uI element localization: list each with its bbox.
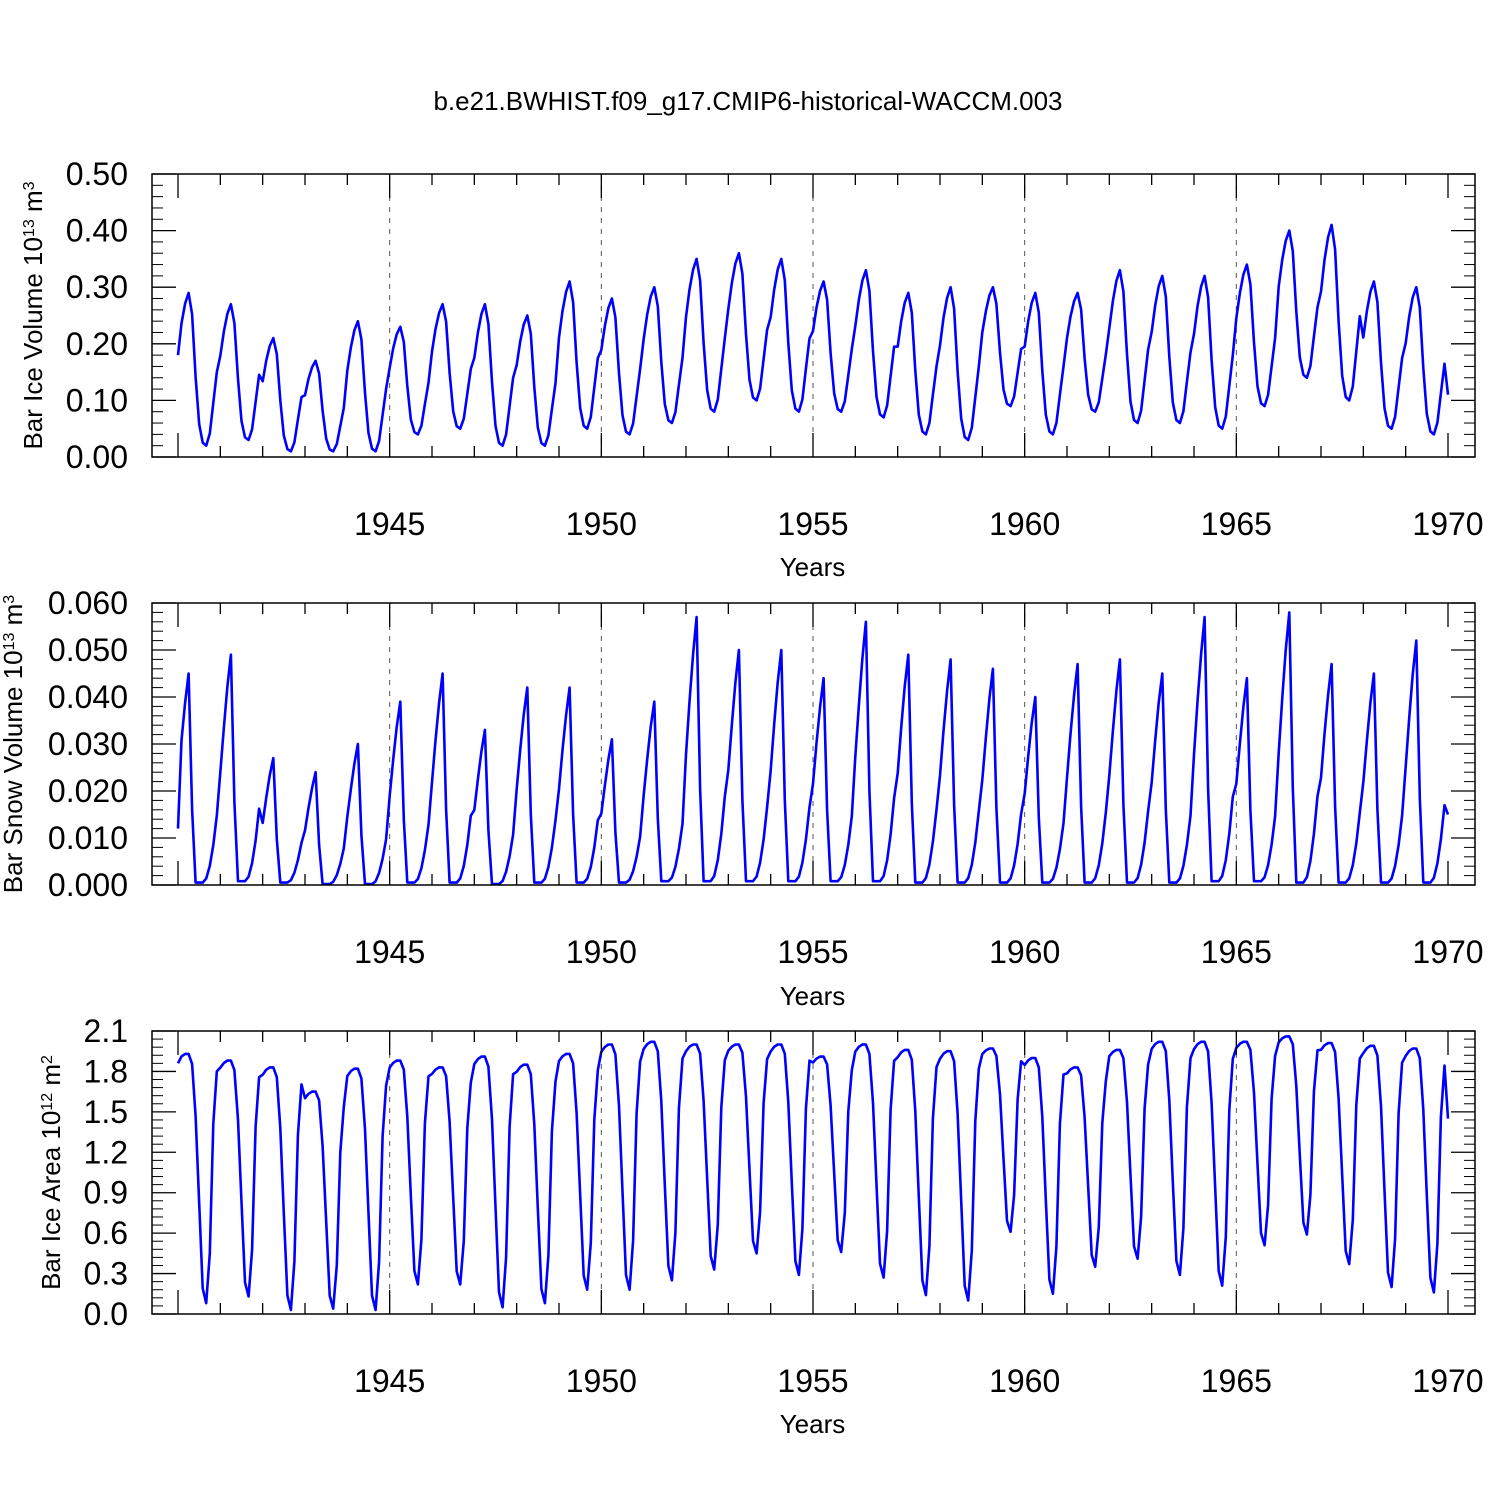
y-tick-label: 1.2 xyxy=(84,1134,128,1170)
y-tick-label: 1.8 xyxy=(84,1053,128,1089)
x-tick-label: 1960 xyxy=(989,1363,1060,1399)
x-tick-label: 1955 xyxy=(777,1363,848,1399)
x-tick-label: 1950 xyxy=(566,506,637,542)
y-axis-label: Bar Ice Area 1012 m2 xyxy=(36,1055,66,1290)
x-axis-label: Years xyxy=(780,552,846,582)
axis-ticks xyxy=(152,602,1475,886)
x-axis-label: Years xyxy=(780,1409,846,1439)
x-tick-label: 1945 xyxy=(354,934,425,970)
x-tick-label: 1955 xyxy=(777,506,848,542)
x-tick-labels: 1945 1950 1955 1960 1965 1970 xyxy=(354,934,1484,970)
panel-ice-volume: 0.00 0.10 0.20 0.30 0.40 0.50 1945 1950 1955 196… xyxy=(18,156,1484,582)
x-tick-label: 1950 xyxy=(566,1363,637,1399)
y-tick-label: 0.040 xyxy=(48,679,128,715)
x-tick-label: 1970 xyxy=(1412,506,1483,542)
y-tick-label: 0.10 xyxy=(66,382,128,418)
x-tick-labels: 1945 1950 1955 1960 1965 1970 xyxy=(354,1363,1484,1399)
y-tick-label: 0.9 xyxy=(84,1175,128,1211)
x-tick-label: 1970 xyxy=(1412,934,1483,970)
x-tick-label: 1945 xyxy=(354,506,425,542)
y-axis-label: Bar Snow Volume 1013 m3 xyxy=(0,595,28,894)
plot-frame xyxy=(151,602,1476,886)
x-tick-label: 1950 xyxy=(566,934,637,970)
y-tick-label: 0.20 xyxy=(66,326,128,362)
y-tick-label: 0.020 xyxy=(48,773,128,809)
panel-ice-area: 0.0 0.3 0.6 0.9 1.2 1.5 1.8 2.1 1945 1950 1955 196… xyxy=(36,1013,1484,1439)
y-tick-label: 0.050 xyxy=(48,632,128,668)
axis-ticks xyxy=(152,1030,1475,1315)
y-tick-label: 0.6 xyxy=(84,1215,128,1251)
y-tick-label: 0.50 xyxy=(66,156,128,192)
x-tick-labels: 1945 1950 1955 1960 1965 1970 xyxy=(354,506,1484,542)
y-tick-labels: 0.00 0.10 0.20 0.30 0.40 0.50 xyxy=(66,156,128,475)
y-tick-label: 0.030 xyxy=(48,726,128,762)
y-tick-label: 0.30 xyxy=(66,269,128,305)
x-tick-label: 1945 xyxy=(354,1363,425,1399)
grid-lines xyxy=(389,1031,1237,1314)
x-tick-label: 1965 xyxy=(1201,934,1272,970)
y-tick-labels: 0.0 0.3 0.6 0.9 1.2 1.5 1.8 2.1 xyxy=(84,1013,128,1332)
y-tick-label: 0.40 xyxy=(66,213,128,249)
x-tick-label: 1965 xyxy=(1201,1363,1272,1399)
y-tick-label: 0.060 xyxy=(48,585,128,621)
x-tick-label: 1960 xyxy=(989,934,1060,970)
y-tick-label: 1.5 xyxy=(84,1094,128,1130)
chart-title: b.e21.BWHIST.f09_g17.CMIP6-historical-WA… xyxy=(433,86,1062,116)
y-tick-label: 0.3 xyxy=(84,1256,128,1292)
x-tick-label: 1965 xyxy=(1201,506,1272,542)
y-tick-label: 0.0 xyxy=(84,1296,128,1332)
x-tick-label: 1960 xyxy=(989,506,1060,542)
snow-volume-line xyxy=(176,611,1450,886)
y-tick-label: 0.010 xyxy=(48,820,128,856)
y-tick-label: 0.00 xyxy=(66,439,128,475)
panel-snow-volume: 0.000 0.010 0.020 0.030 0.040 0.050 0.060 1945… xyxy=(0,585,1484,1011)
y-tick-labels: 0.000 0.010 0.020 0.030 0.040 0.050 0.060 xyxy=(48,585,128,903)
y-tick-label: 2.1 xyxy=(84,1013,128,1049)
grid-lines xyxy=(389,603,1237,885)
axis-ticks xyxy=(152,173,1475,458)
x-axis-label: Years xyxy=(780,981,846,1011)
x-tick-label: 1970 xyxy=(1412,1363,1483,1399)
grid-lines xyxy=(389,174,1237,457)
y-tick-label: 0.000 xyxy=(48,867,128,903)
ice-volume-line xyxy=(176,223,1450,453)
y-axis-label: Bar Ice Volume 1013 m3 xyxy=(18,181,48,449)
x-tick-label: 1955 xyxy=(777,934,848,970)
